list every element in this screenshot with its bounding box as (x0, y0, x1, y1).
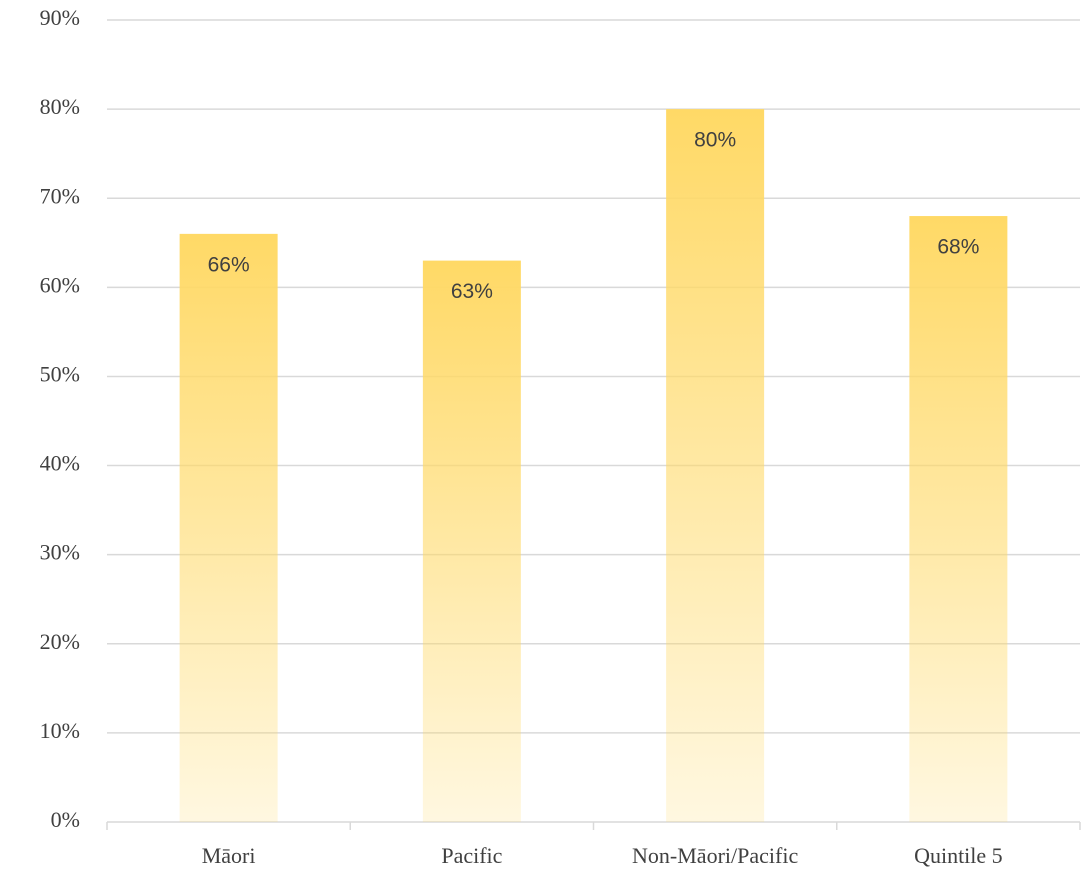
bar (422, 260, 521, 823)
y-tick-label: 30% (40, 540, 80, 565)
y-tick-label: 40% (40, 451, 80, 476)
y-tick-label: 80% (40, 94, 80, 119)
y-tick-label: 0% (51, 807, 80, 832)
bar (666, 109, 765, 823)
x-tick-label: Quintile 5 (914, 843, 1003, 868)
data-label: 66% (208, 253, 250, 276)
x-tick-label: Māori (202, 843, 256, 868)
x-tick-label: Pacific (441, 843, 502, 868)
bar (179, 233, 278, 822)
data-label: 80% (694, 129, 736, 152)
x-tick-label: Non-Māori/Pacific (632, 843, 798, 868)
data-label: 63% (451, 280, 493, 303)
bar (909, 216, 1008, 823)
y-tick-label: 60% (40, 272, 80, 297)
y-tick-label: 70% (40, 183, 80, 208)
y-tick-label: 10% (40, 718, 80, 743)
y-tick-label: 50% (40, 361, 80, 386)
y-tick-label: 20% (40, 629, 80, 654)
y-tick-label: 90% (40, 5, 80, 30)
data-label: 68% (937, 236, 979, 259)
